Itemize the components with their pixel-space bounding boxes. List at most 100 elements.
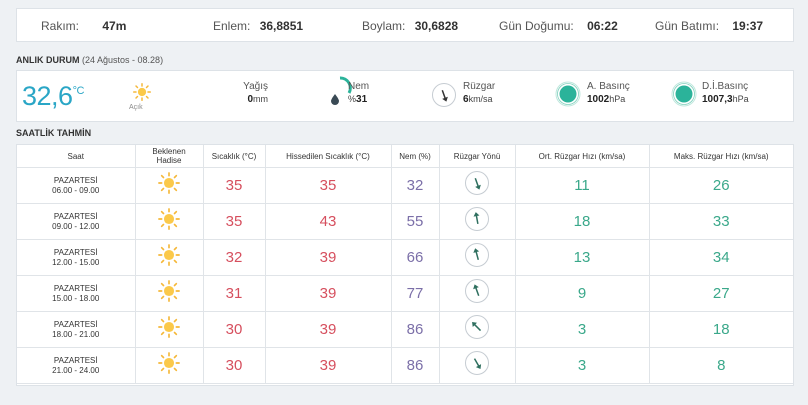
current-title: ANLIK DURUM <box>16 55 80 65</box>
hourly-title: SAATLİK TAHMİN <box>16 128 92 138</box>
wind-unit: km/sa <box>468 94 493 104</box>
max-wind-cell: 18 <box>649 311 793 348</box>
day-label: PAZARTESİ <box>53 319 98 329</box>
altitude-info: Rakım: 47m <box>41 19 126 33</box>
wind-dir-cell <box>439 203 516 240</box>
time-cell: PAZARTESİ 06.00 - 09.00 <box>17 167 136 204</box>
condition-cell <box>135 167 204 204</box>
condition-cell <box>135 239 204 276</box>
feels-cell: 39 <box>265 311 392 348</box>
sun-icon <box>158 208 180 234</box>
pressure-metric: A. Basınç 1002hPa <box>587 80 630 106</box>
header-time: Saat <box>17 145 136 168</box>
wind-value: 6 <box>463 94 469 105</box>
sunrise-info: Gün Doğumu: 06:22 <box>499 19 618 33</box>
wind-dir-cell <box>439 167 516 204</box>
sun-icon <box>133 83 151 106</box>
wind-direction-icon <box>465 171 489 195</box>
sun-icon <box>158 316 180 342</box>
feels-cell: 39 <box>265 239 392 276</box>
sun-icon <box>158 352 180 378</box>
wind-dir-cell <box>439 347 516 384</box>
temperature-unit: °C <box>72 85 85 97</box>
humidity-label: Nem <box>348 81 370 92</box>
feels-cell: 39 <box>265 275 392 312</box>
longitude-value: 30,6828 <box>414 19 459 33</box>
time-cell: PAZARTESİ 15.00 - 18.00 <box>17 275 136 312</box>
header-temp: Sıcaklık (°C) <box>203 145 266 168</box>
latitude-value: 36,8851 <box>259 19 304 33</box>
wind-dir-cell <box>439 275 516 312</box>
humidity-value: 31 <box>356 94 368 105</box>
wind-direction-icon <box>465 207 489 231</box>
altitude-value: 47m <box>102 19 127 33</box>
pressure-gauge-icon <box>555 81 581 112</box>
header-humidity: Nem (%) <box>391 145 440 168</box>
temp-cell: 30 <box>203 347 266 384</box>
temp-cell: 35 <box>203 203 266 240</box>
header-avg-wind: Ort. Rüzgar Hızı (km/sa) <box>515 145 650 168</box>
pressure-label: A. Basınç <box>587 81 630 92</box>
time-range: 21.00 - 24.00 <box>52 365 100 375</box>
precipitation-value: 0 <box>247 94 253 105</box>
longitude-label: Boylam: <box>362 19 406 33</box>
wind-direction-icon <box>465 351 489 375</box>
header-wind-dir: Rüzgar Yönü <box>439 145 516 168</box>
location-info-bar: Rakım: 47m Enlem: 36,8851 Boylam: 30,682… <box>16 8 794 42</box>
humidity-cell: 86 <box>391 347 440 384</box>
wind-direction-icon <box>465 315 489 339</box>
latitude-info: Enlem: 36,8851 <box>213 19 303 33</box>
sunrise-label: Gün Doğumu: <box>499 19 574 33</box>
time-cell: PAZARTESİ 18.00 - 21.00 <box>17 311 136 348</box>
sea-pressure-label: D.İ.Basınç <box>702 81 749 92</box>
time-cell: PAZARTESİ 09.00 - 12.00 <box>17 203 136 240</box>
time-range: 12.00 - 15.00 <box>52 257 100 267</box>
humidity-prefix: % <box>348 94 357 104</box>
current-conditions-panel: 32,6°C Açık Yağış 0mm Nem %31 <box>16 70 794 122</box>
wind-metric: Rüzgar 6km/sa <box>463 80 495 106</box>
avg-wind-cell: 3 <box>515 347 650 384</box>
day-label: PAZARTESİ <box>53 355 98 365</box>
day-label: PAZARTESİ <box>53 247 98 257</box>
avg-wind-cell: 13 <box>515 239 650 276</box>
water-drop-icon <box>331 92 339 110</box>
sun-icon <box>158 172 180 198</box>
wind-dir-cell <box>439 239 516 276</box>
condition-cell <box>135 275 204 312</box>
table-row: PAZARTESİ 21.00 - 24.00 30 39 86 <box>17 347 793 384</box>
max-wind-cell: 27 <box>649 275 793 312</box>
humidity-gauge-icon <box>328 76 352 105</box>
wind-dir-cell <box>439 311 516 348</box>
humidity-cell: 86 <box>391 311 440 348</box>
header-max-wind: Maks. Rüzgar Hızı (km/sa) <box>649 145 793 168</box>
precipitation-metric: Yağış 0mm <box>242 80 268 106</box>
header-condition-line2: Hadise <box>156 156 182 165</box>
table-header-row: Saat Beklenen Hadise Sıcaklık (°C) Hisse… <box>17 145 793 168</box>
wind-direction-icon <box>465 279 489 303</box>
table-row: PAZARTESİ 15.00 - 18.00 31 39 77 <box>17 275 793 312</box>
time-range: 06.00 - 09.00 <box>52 185 100 195</box>
precipitation-label: Yağış <box>243 81 268 92</box>
time-cell: PAZARTESİ 21.00 - 24.00 <box>17 347 136 384</box>
condition-cell <box>135 347 204 384</box>
feels-cell: 39 <box>265 347 392 384</box>
max-wind-cell: 33 <box>649 203 793 240</box>
sunset-value: 19:37 <box>732 19 764 33</box>
feels-cell: 43 <box>265 203 392 240</box>
temp-cell: 30 <box>203 311 266 348</box>
temp-cell: 31 <box>203 275 266 312</box>
sea-pressure-value: 1007,3 <box>702 94 733 105</box>
hourly-forecast-table: Saat Beklenen Hadise Sıcaklık (°C) Hisse… <box>16 144 794 386</box>
humidity-metric: Nem %31 <box>348 80 369 106</box>
table-row: PAZARTESİ 09.00 - 12.00 35 43 55 <box>17 203 793 240</box>
time-range: 15.00 - 18.00 <box>52 293 100 303</box>
hourly-section-title: SAATLİK TAHMİN <box>16 128 91 138</box>
avg-wind-cell: 9 <box>515 275 650 312</box>
max-wind-cell: 34 <box>649 239 793 276</box>
humidity-cell: 55 <box>391 203 440 240</box>
sunset-label: Gün Batımı: <box>655 19 720 33</box>
avg-wind-cell: 11 <box>515 167 650 204</box>
max-wind-cell: 8 <box>649 347 793 384</box>
sea-pressure-unit: hPa <box>732 94 749 104</box>
wind-direction-icon <box>465 243 489 267</box>
